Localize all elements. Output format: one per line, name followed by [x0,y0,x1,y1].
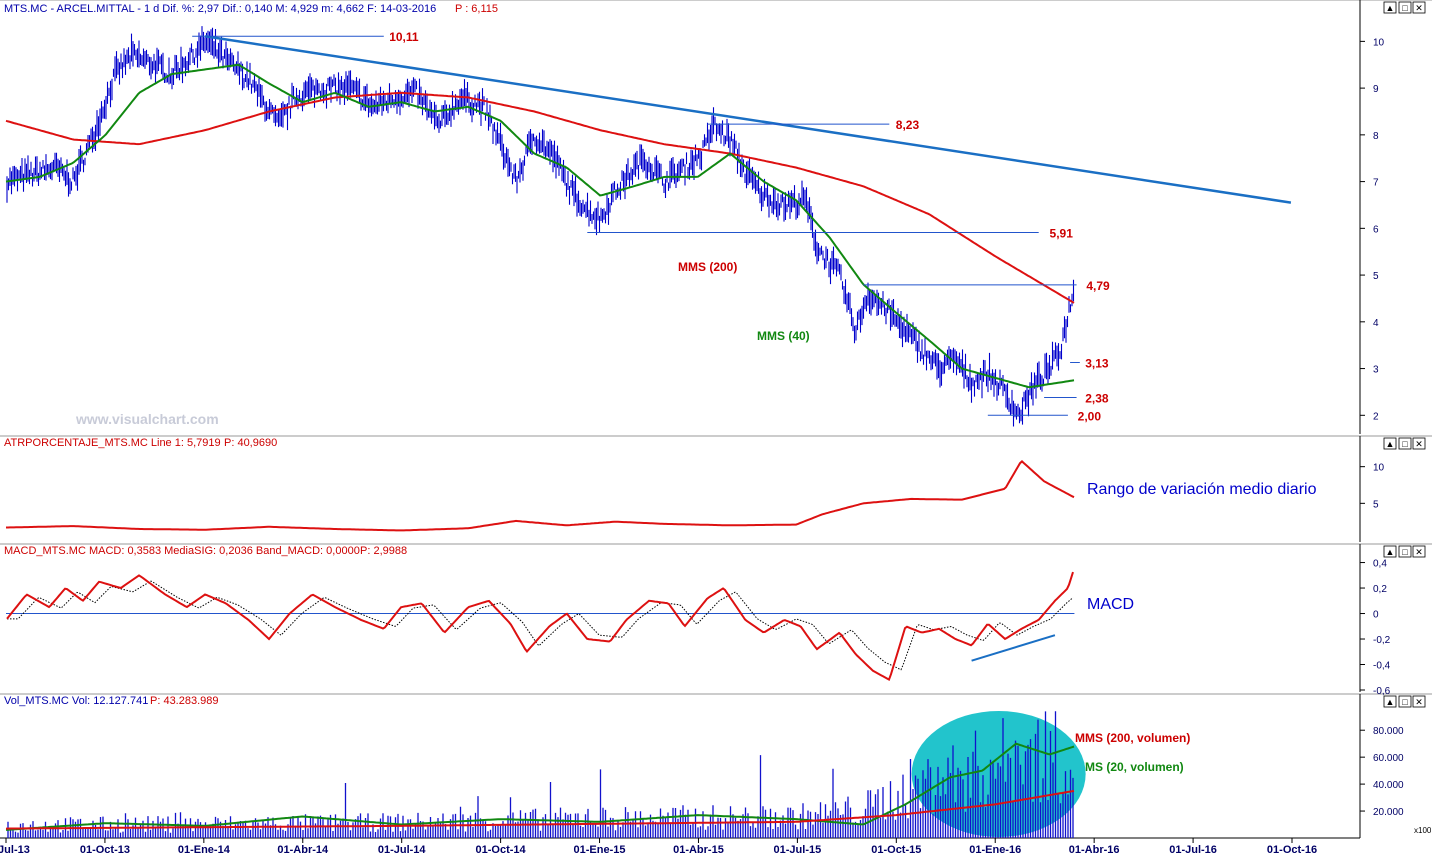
price-level-label-2: 5,91 [1050,227,1074,241]
price-level-label-3: 4,79 [1086,279,1110,293]
ytick-label-macd-3: -0,2 [1373,635,1391,646]
ytick-label-atr-0: 10 [1373,463,1385,474]
window-button-macd-1[interactable] [1398,545,1412,558]
window-button-glyph-atr-0[interactable]: ▲ [1386,439,1395,449]
ytick-label-price-8: 2 [1373,411,1379,422]
xtick-label-7: 01-Abr-15 [673,844,724,856]
ytick-label-price-0: 10 [1373,37,1385,48]
macd-signal-line [7,580,1074,671]
ytick-label-atr-1: 5 [1373,499,1379,510]
window-button-glyph-atr-2[interactable]: ✕ [1415,439,1423,449]
window-button-macd-2[interactable] [1412,545,1426,558]
window-button-vol-0[interactable] [1383,695,1397,708]
xtick-label-5: 01-Oct-14 [476,844,527,856]
ytick-label-price-4: 6 [1373,224,1379,235]
macd-header: MACD_MTS.MC MACD: 0,3583 MediaSIG: 0,203… [4,545,360,557]
ytick-label-macd-2: 0 [1373,610,1379,621]
ytick-label-macd-0: 0,4 [1373,559,1387,570]
window-button-glyph-price-1[interactable]: □ [1402,3,1408,13]
price-level-label-4: 3,13 [1085,356,1109,370]
price-level-label-1: 8,23 [896,118,920,132]
xtick-label-3: 01-Abr-14 [277,844,329,856]
window-button-glyph-price-2[interactable]: ✕ [1415,3,1423,13]
macd-annotation: MACD [1087,596,1134,613]
atr-line [6,460,1075,532]
xtick-label-4: 01-Jul-14 [378,844,427,856]
window-button-macd-0[interactable] [1383,545,1397,558]
ytick-label-price-6: 4 [1373,318,1379,329]
xtick-label-10: 01-Ene-16 [969,844,1021,856]
ytick-label-price-7: 3 [1373,365,1379,376]
ytick-label-macd-1: 0,2 [1373,584,1387,595]
window-button-glyph-price-0[interactable]: ▲ [1386,3,1395,13]
atr-header: ATRPORCENTAJE_MTS.MC Line 1: 5,7919 [4,437,221,449]
xtick-label-11: 01-Abr-16 [1069,844,1120,856]
x100-label: x100 [1414,826,1432,835]
window-button-glyph-macd-0[interactable]: ▲ [1386,547,1395,557]
macd-divergence-line [971,634,1056,662]
xtick-label-6: 01-Ene-15 [574,844,626,856]
price-level-label-0: 10,11 [389,30,419,44]
window-button-glyph-vol-2[interactable]: ✕ [1415,697,1423,707]
ytick-label-vol-1: 60.000 [1373,753,1404,764]
mms40-annotation: MMS (40) [757,329,810,343]
window-button-price-0[interactable] [1383,1,1397,14]
ytick-label-price-3: 7 [1373,178,1379,189]
price-level-label-6: 2,00 [1078,409,1102,423]
price-level-label-5: 2,38 [1085,392,1109,406]
window-button-vol-2[interactable] [1412,695,1426,708]
window-button-glyph-vol-1[interactable]: □ [1402,697,1408,707]
mms40-line [5,63,1075,389]
window-button-price-1[interactable] [1398,1,1412,14]
window-button-atr-2[interactable] [1412,437,1426,450]
vol-mms200-annotation: MMS (200, volumen) [1075,731,1190,745]
trendline [204,34,1292,204]
window-button-vol-1[interactable] [1398,695,1412,708]
vol-mms20-line [5,742,1075,831]
vol-mms200-line [6,789,1075,830]
ytick-label-macd-4: -0,4 [1373,661,1391,672]
mms200-annotation: MMS (200) [678,260,737,274]
vol-header-p: P: 43.283.989 [150,695,219,707]
xtick-label-12: 01-Jul-16 [1169,844,1217,856]
window-button-glyph-macd-2[interactable]: ✕ [1415,547,1423,557]
ytick-label-vol-0: 80.000 [1373,726,1404,737]
main-header: MTS.MC - ARCEL.MITTAL - 1 d Dif. %: 2,97… [4,3,436,15]
xtick-label-1: 01-Oct-13 [80,844,130,856]
xtick-label-13: 01-Oct-16 [1267,844,1317,856]
atr-annotation: Rango de variación medio diario [1087,481,1317,498]
window-button-glyph-macd-1[interactable]: □ [1402,547,1408,557]
macd-line [6,571,1074,682]
ytick-label-price-1: 9 [1373,84,1379,95]
xtick-label-0: 01-Jul-13 [0,844,30,856]
window-button-glyph-atr-1[interactable]: □ [1402,439,1408,449]
ytick-label-price-5: 5 [1373,271,1379,282]
ytick-label-vol-2: 40.000 [1373,780,1404,791]
window-button-price-2[interactable] [1412,1,1426,14]
macd-header-p: P: 2,9988 [360,545,407,557]
ytick-label-macd-5: -0,6 [1373,686,1391,697]
window-button-atr-0[interactable] [1383,437,1397,450]
ytick-label-price-2: 8 [1373,131,1379,142]
window-button-glyph-vol-0[interactable]: ▲ [1386,697,1395,707]
window-button-atr-1[interactable] [1398,437,1412,450]
mms200-line [5,91,1075,304]
atr-header-p: P: 40,9690 [224,437,277,449]
ytick-label-vol-3: 20.000 [1373,807,1404,818]
xtick-label-2: 01-Ene-14 [178,844,231,856]
vol-header: Vol_MTS.MC Vol: 12.127.741 [4,695,148,707]
watermark: www.visualchart.com [75,411,219,427]
xtick-label-8: 01-Jul-15 [774,844,822,856]
xtick-label-9: 01-Oct-15 [871,844,921,856]
vol-mms20-annotation: MMS (20, volumen) [1075,760,1184,774]
main-header-p: P : 6,115 [455,3,498,15]
